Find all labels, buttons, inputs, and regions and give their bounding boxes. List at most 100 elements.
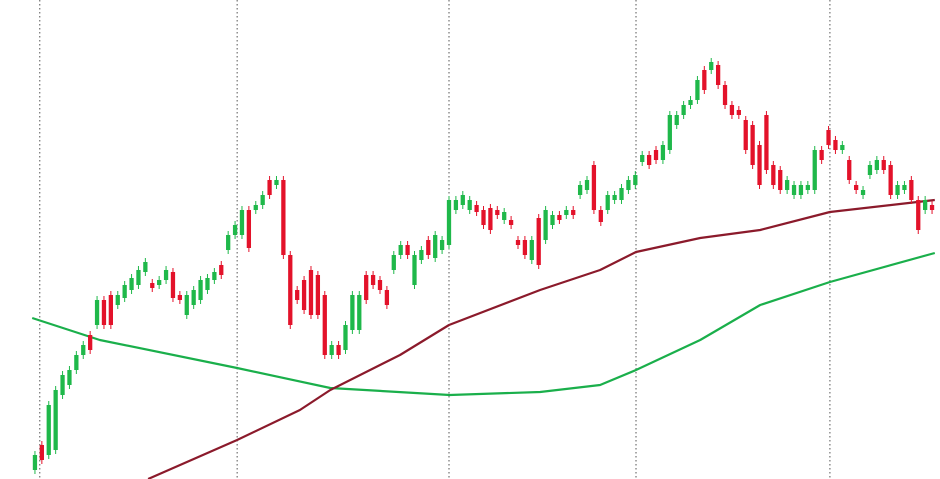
- candle-body: [322, 295, 327, 355]
- candle: [819, 146, 824, 164]
- candle-body: [419, 250, 424, 260]
- candle-body: [474, 205, 479, 212]
- candle: [778, 166, 783, 194]
- candle: [536, 214, 541, 269]
- candle: [426, 236, 431, 259]
- candle-body: [453, 200, 459, 210]
- candle: [129, 274, 134, 294]
- candle-body: [384, 290, 390, 305]
- candle: [550, 211, 555, 229]
- candle-body: [377, 280, 383, 290]
- candle: [757, 141, 762, 189]
- candle: [847, 156, 852, 184]
- candle: [529, 236, 534, 264]
- candle: [143, 258, 148, 276]
- candle-body: [274, 180, 279, 185]
- candle-body: [840, 145, 845, 150]
- candle-body: [329, 345, 334, 355]
- candle-body: [467, 200, 472, 210]
- candle: [405, 241, 410, 259]
- candle: [709, 58, 714, 74]
- candle-body: [695, 80, 700, 100]
- candle-body: [743, 120, 748, 150]
- candle: [929, 201, 935, 214]
- candle-body: [833, 140, 838, 150]
- candle: [94, 296, 100, 329]
- candle-body: [60, 375, 65, 395]
- candle-body: [177, 295, 183, 300]
- candle-body: [791, 185, 797, 195]
- candle: [784, 176, 790, 194]
- candle: [467, 196, 472, 214]
- candle-body: [916, 200, 921, 230]
- candle: [177, 291, 183, 304]
- candle: [895, 181, 900, 199]
- candle-body: [750, 125, 755, 165]
- candle: [902, 181, 907, 194]
- candle-body: [191, 290, 196, 305]
- candle: [329, 341, 334, 359]
- candle: [522, 236, 528, 259]
- candle-body: [426, 240, 431, 255]
- candle: [295, 286, 300, 304]
- candle-body: [364, 275, 369, 300]
- candle: [74, 351, 79, 374]
- candle: [646, 151, 652, 169]
- candle-body: [929, 205, 935, 210]
- candle-body: [784, 180, 790, 190]
- candle: [543, 206, 548, 244]
- candle-body: [805, 185, 810, 190]
- candle-body: [295, 290, 300, 300]
- candle-body: [564, 210, 569, 215]
- candle: [391, 251, 396, 274]
- candle-body: [867, 165, 873, 175]
- candle: [384, 286, 390, 309]
- candle: [453, 196, 459, 214]
- candle-body: [612, 195, 617, 200]
- candle-body: [653, 150, 659, 160]
- candle: [281, 176, 286, 259]
- candle-body: [646, 155, 652, 165]
- candle: [212, 268, 217, 284]
- candle: [771, 161, 776, 189]
- candle: [640, 151, 645, 166]
- candle-body: [688, 100, 693, 105]
- candle-body: [515, 240, 521, 245]
- candle-body: [439, 240, 445, 250]
- candle-body: [212, 272, 217, 280]
- candle: [805, 181, 810, 194]
- candle: [474, 201, 479, 216]
- candle-body: [74, 355, 79, 370]
- candle: [571, 206, 576, 219]
- candle: [605, 191, 610, 214]
- candle-body: [722, 85, 728, 105]
- candle-body: [598, 210, 603, 222]
- moving-average-line: [147, 198, 935, 479]
- candle: [39, 441, 44, 464]
- candle-body: [32, 455, 38, 470]
- candle-body: [308, 270, 314, 315]
- candle-body: [571, 210, 576, 215]
- candle: [688, 96, 693, 109]
- candle-body: [543, 210, 548, 240]
- candle: [729, 101, 735, 119]
- candle-body: [370, 275, 376, 285]
- candle: [253, 201, 258, 214]
- candle-body: [860, 190, 866, 195]
- candle: [53, 386, 58, 454]
- candle-body: [909, 180, 914, 200]
- candle: [81, 341, 86, 359]
- candle: [502, 208, 507, 224]
- candle: [840, 141, 845, 154]
- candle-body: [729, 105, 735, 115]
- candle: [398, 241, 403, 259]
- candle: [633, 171, 638, 189]
- candle: [446, 196, 452, 249]
- candle: [591, 161, 597, 214]
- candle: [108, 291, 113, 329]
- candle: [674, 111, 679, 129]
- candle-body: [219, 265, 224, 275]
- candle: [377, 276, 383, 294]
- candle: [660, 141, 666, 164]
